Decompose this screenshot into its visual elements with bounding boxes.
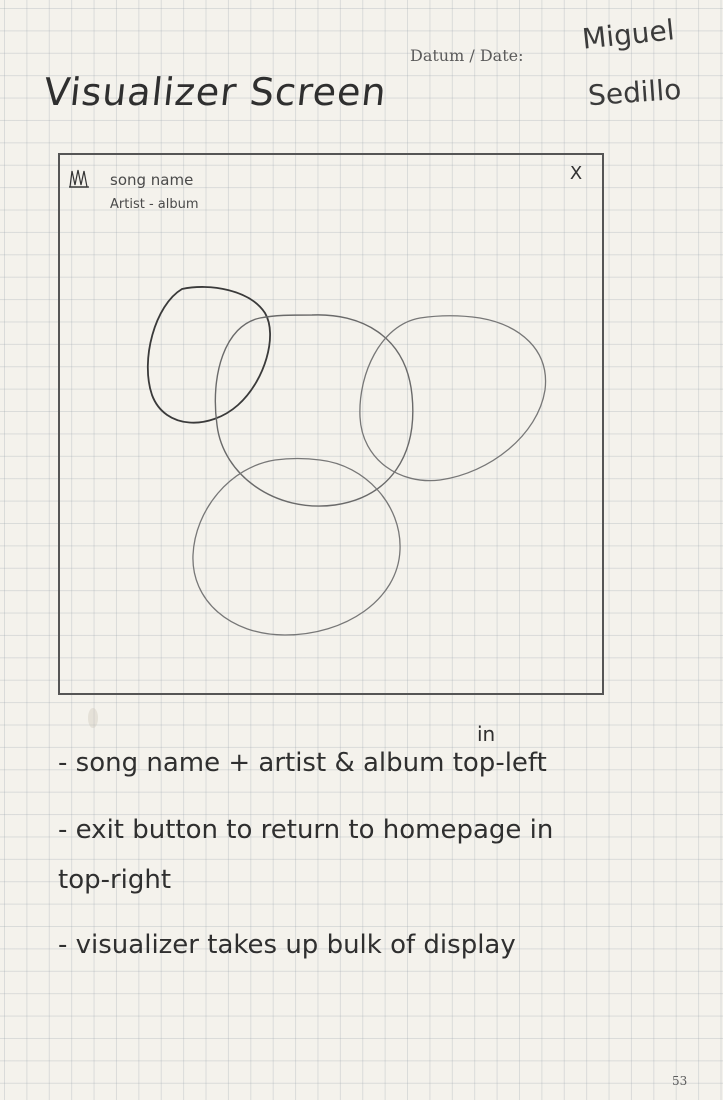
visualizer-circle-1 xyxy=(146,286,271,424)
page-title: Visualizer Screen xyxy=(41,70,389,114)
note-line-2: - exit button to return to homepage in xyxy=(58,815,554,845)
close-button[interactable]: X xyxy=(569,163,583,184)
album-art-icon xyxy=(69,169,89,188)
visualizer-circle-4 xyxy=(192,457,401,636)
page-number: 53 xyxy=(672,1074,688,1088)
visualizer-screen-mockup: song name Artist - album X xyxy=(58,153,604,695)
date-label: Datum / Date: xyxy=(410,46,524,65)
pencil-smudge xyxy=(88,708,98,728)
song-name-text: song name xyxy=(110,171,194,189)
note-line-4: - visualizer takes up bulk of display xyxy=(58,930,516,960)
author-last-name: Sedillo xyxy=(586,72,683,113)
note-line-1: - song name + artist & album top-left xyxy=(58,748,547,778)
artist-album-text: Artist - album xyxy=(110,197,199,212)
visualizer-circle-3 xyxy=(359,315,547,482)
note-insert-in: in xyxy=(477,722,496,746)
visualizer-circle-2 xyxy=(214,314,414,507)
note-line-3: top-right xyxy=(58,865,172,895)
visualizer-circles xyxy=(146,286,547,636)
